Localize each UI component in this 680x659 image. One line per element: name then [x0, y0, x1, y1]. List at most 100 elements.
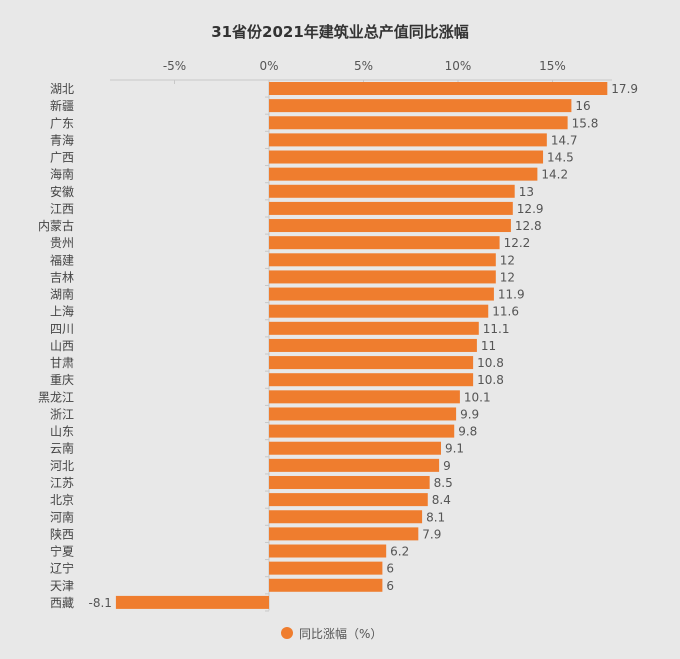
data-label: -8.1: [88, 596, 111, 610]
category-label: 山东: [50, 425, 74, 439]
x-tick-label: 15%: [539, 59, 566, 73]
bar: [269, 338, 477, 352]
data-label: 10.8: [477, 356, 504, 370]
x-tick-label: -5%: [163, 59, 186, 73]
data-label: 12.2: [504, 236, 531, 250]
data-label: 10.1: [464, 390, 491, 404]
data-label: 6.2: [390, 545, 409, 559]
x-tick-label: 5%: [354, 59, 373, 73]
bar: [269, 544, 387, 558]
bar: [269, 82, 608, 95]
data-label: 12.9: [517, 202, 544, 216]
bar: [269, 510, 423, 524]
data-label: 14.7: [551, 133, 578, 147]
bar: [269, 116, 568, 130]
category-label: 宁夏: [50, 544, 74, 559]
category-label: 西藏: [50, 596, 74, 610]
data-label: 8.4: [432, 493, 451, 507]
data-label: 13: [519, 185, 534, 199]
data-label: 9.1: [445, 442, 464, 456]
bar: [269, 390, 460, 404]
data-label: 16: [575, 99, 590, 113]
category-label: 辽宁: [50, 561, 74, 576]
category-label: 青海: [50, 132, 74, 147]
data-label: 6: [386, 579, 394, 593]
data-label: 11.9: [498, 288, 525, 302]
category-label: 江苏: [50, 476, 74, 490]
category-label: 广西: [50, 151, 74, 165]
category-label: 江西: [50, 202, 74, 216]
category-label: 湖北: [50, 81, 74, 96]
bar: [269, 578, 383, 592]
data-label: 11.6: [492, 305, 519, 319]
category-label: 贵州: [50, 236, 74, 250]
bar: [269, 253, 496, 267]
bar: [269, 150, 544, 164]
category-label: 新疆: [50, 98, 74, 113]
data-label: 14.2: [541, 168, 568, 182]
data-label: 11.1: [483, 322, 510, 336]
bar: [269, 321, 479, 335]
data-label: 9.9: [460, 407, 479, 421]
category-label: 内蒙古: [38, 218, 74, 233]
category-label: 浙江: [50, 407, 74, 421]
bar: [269, 441, 441, 455]
category-label: 安徽: [50, 184, 74, 199]
data-label: 14.5: [547, 151, 574, 165]
bar: [269, 167, 538, 181]
category-label: 北京: [50, 493, 74, 507]
bar: [269, 236, 500, 250]
bar: [269, 493, 428, 507]
category-label: 四川: [50, 322, 74, 336]
category-label: 甘肃: [50, 356, 74, 370]
data-label: 8.5: [434, 476, 453, 490]
bar: [269, 270, 496, 284]
bar: [269, 99, 572, 113]
bar: [269, 304, 489, 318]
category-label: 湖南: [50, 287, 74, 302]
data-label: 12: [500, 253, 515, 267]
x-tick-label: 10%: [445, 59, 472, 73]
data-label: 12.8: [515, 219, 542, 233]
data-label: 11: [481, 339, 496, 353]
bar: [269, 458, 440, 472]
legend-label: 同比涨幅（%）: [299, 626, 382, 641]
category-label: 陕西: [50, 526, 74, 541]
category-label: 重庆: [50, 373, 74, 387]
category-label: 海南: [50, 167, 74, 182]
bar: [269, 287, 494, 301]
bar: [269, 373, 474, 387]
chart-title: 31省份2021年建筑业总产值同比涨幅: [211, 23, 469, 41]
category-label: 黑龙江: [38, 390, 74, 404]
bar: [269, 424, 455, 438]
category-label: 天津: [50, 579, 74, 593]
bar: [269, 475, 430, 489]
data-label: 6: [386, 562, 394, 576]
data-label: 7.9: [422, 527, 441, 541]
category-label: 上海: [50, 304, 74, 319]
category-label: 福建: [50, 252, 74, 267]
category-label: 河北: [50, 459, 74, 473]
bar: [269, 356, 474, 370]
bar: [269, 561, 383, 575]
category-label: 云南: [50, 441, 74, 456]
category-label: 吉林: [50, 270, 74, 284]
data-label: 8.1: [426, 510, 445, 524]
data-label: 15.8: [572, 116, 599, 130]
data-label: 12: [500, 270, 515, 284]
category-label: 河南: [50, 509, 74, 524]
bar: [269, 133, 547, 147]
data-label: 10.8: [477, 373, 504, 387]
bar: [269, 201, 513, 215]
legend-marker: [281, 627, 293, 639]
legend: 同比涨幅（%）: [281, 626, 382, 641]
bar: [115, 595, 269, 609]
data-label: 9.8: [458, 425, 477, 439]
data-label: 17.9: [611, 82, 638, 96]
x-tick-label: 0%: [259, 59, 278, 73]
category-label: 山西: [50, 339, 74, 353]
data-label: 9: [443, 459, 451, 473]
bar: [269, 527, 419, 541]
bar: [269, 407, 457, 421]
